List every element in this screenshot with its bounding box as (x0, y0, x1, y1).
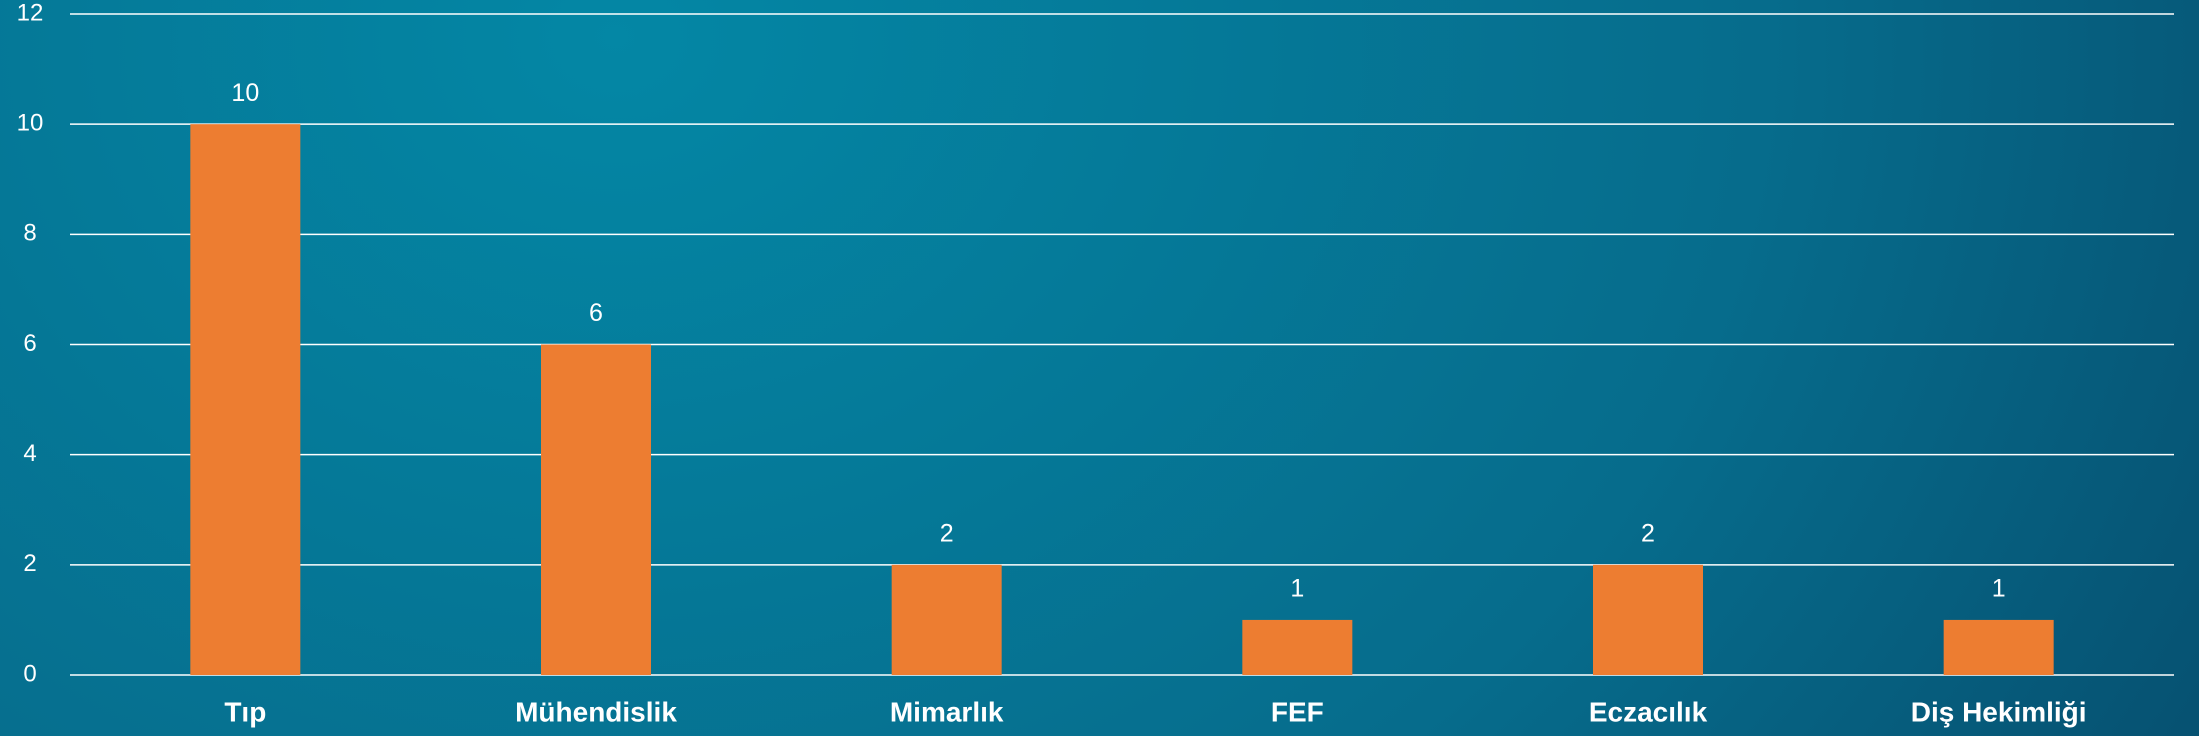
y-tick-label: 0 (23, 660, 36, 687)
bar (1242, 619, 1353, 675)
y-tick-label: 6 (23, 330, 36, 357)
x-tick-label: Eczacılık (1589, 696, 1708, 727)
bar (190, 124, 301, 675)
bar (1593, 564, 1703, 675)
data-label: 1 (1290, 575, 1304, 603)
bar (541, 344, 651, 675)
bar (891, 564, 1002, 675)
x-tick-label: Mühendislik (515, 696, 677, 727)
x-tick-label: Tıp (224, 696, 266, 727)
data-label: 2 (1641, 519, 1655, 547)
data-label: 10 (231, 79, 259, 107)
data-label: 6 (589, 299, 603, 327)
data-label: 1 (1992, 575, 2006, 603)
data-label: 2 (940, 519, 954, 547)
y-tick-label: 12 (17, 0, 44, 26)
y-tick-label: 10 (17, 110, 44, 137)
x-tick-label: FEF (1271, 696, 1324, 727)
y-tick-label: 4 (23, 440, 36, 467)
x-tick-label: Diş Hekimliği (1911, 696, 2087, 727)
bar (1943, 619, 2054, 675)
x-tick-label: Mimarlık (890, 696, 1004, 727)
y-tick-label: 8 (23, 220, 36, 247)
y-tick-label: 2 (23, 550, 36, 577)
